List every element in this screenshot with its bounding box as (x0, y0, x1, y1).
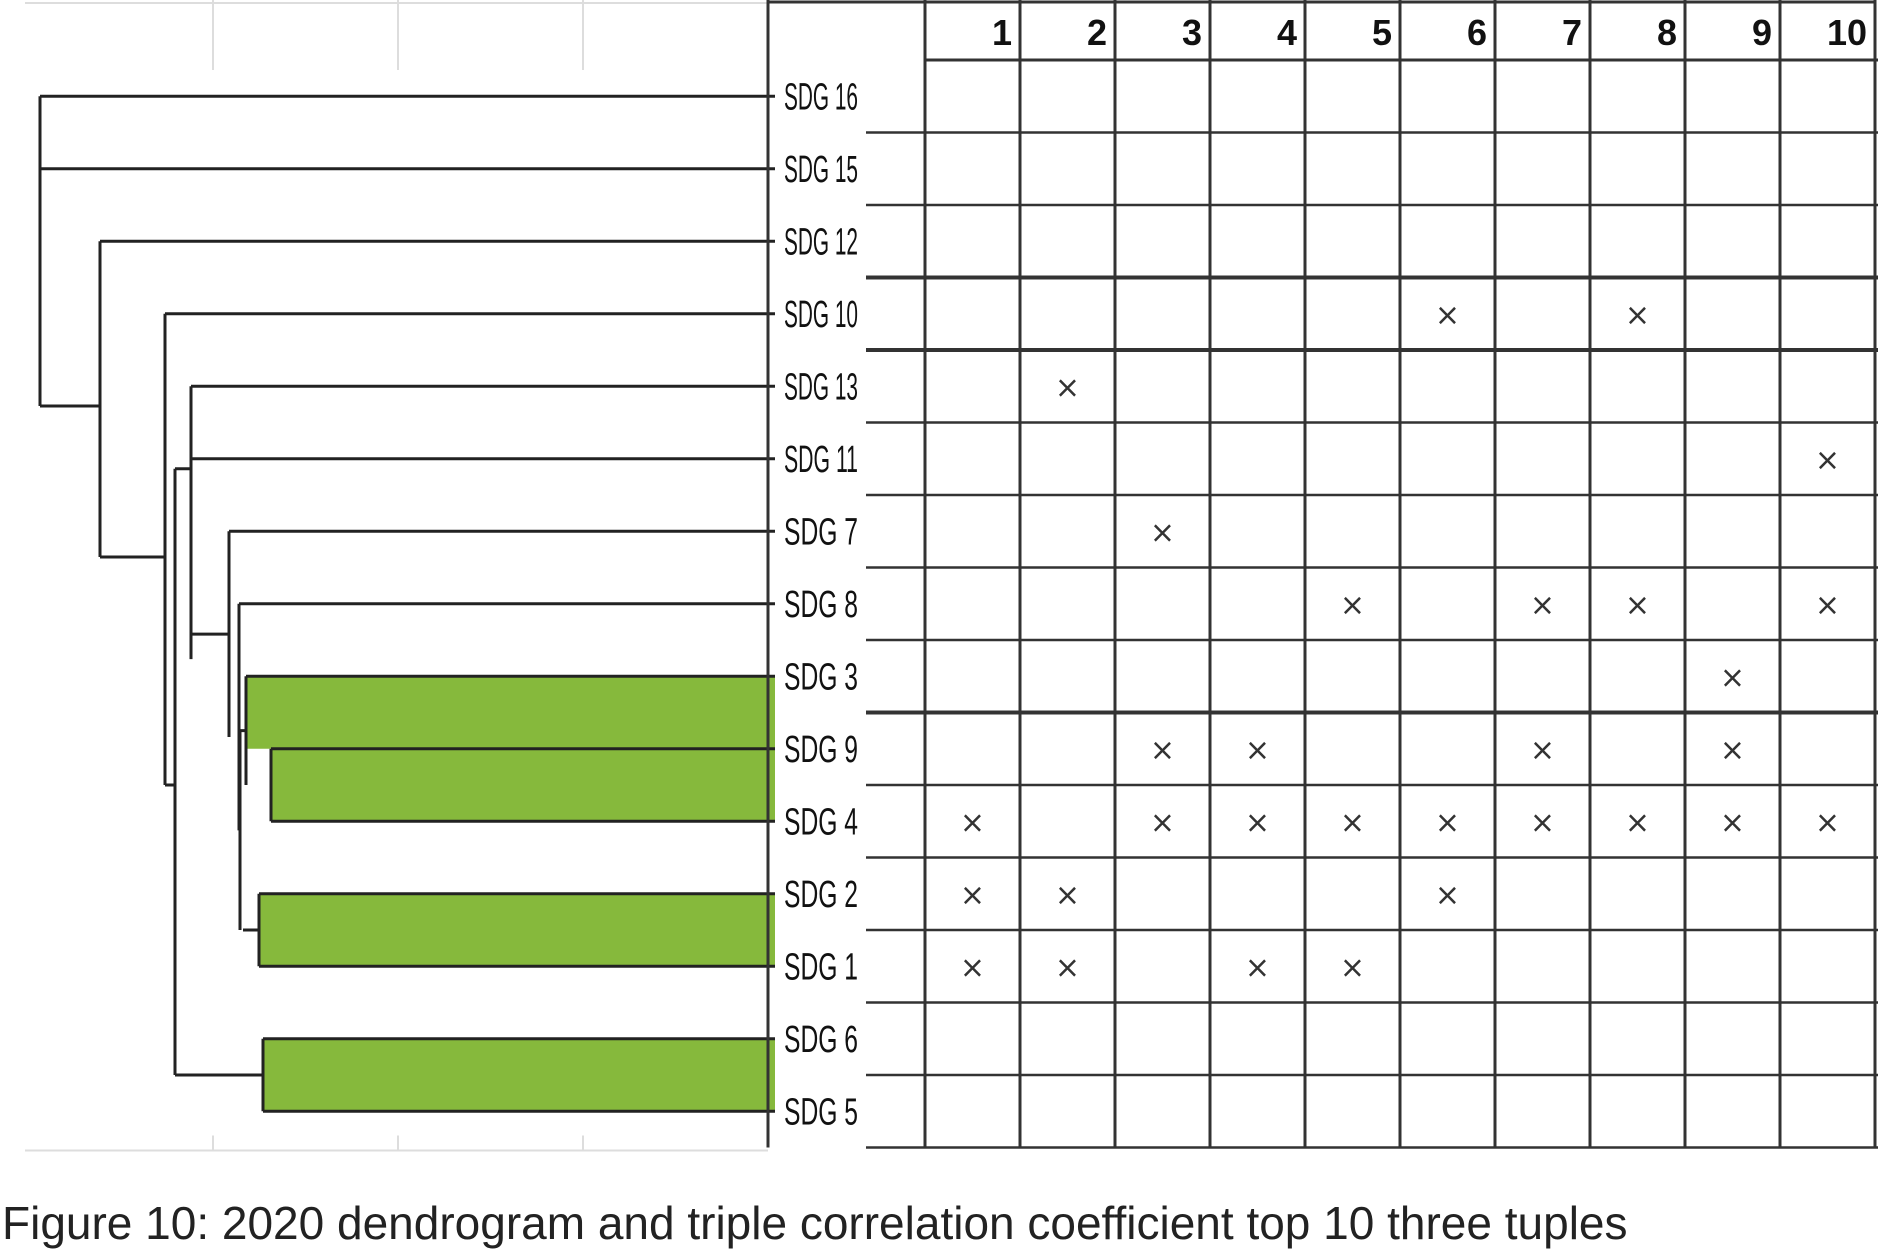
mark-sdg13-col-2: × (1055, 370, 1080, 405)
row-label-sdg2: SDG 2 (784, 874, 858, 916)
mark-sdg4-col-10: × (1815, 805, 1840, 840)
cluster-box-0 (246, 676, 775, 749)
mark-sdg4-col-5: × (1340, 805, 1365, 840)
mark-sdg9-col-3: × (1150, 733, 1175, 768)
cluster-box-2 (259, 893, 775, 967)
row-label-sdg8: SDG 8 (784, 584, 858, 626)
row-label-sdg1: SDG 1 (784, 946, 858, 988)
column-header-5: 5 (1372, 12, 1392, 53)
mark-sdg4-col-6: × (1435, 805, 1460, 840)
row-label-sdg15: SDG 15 (784, 149, 858, 191)
column-header-8: 8 (1657, 12, 1677, 53)
column-headers: 1 2 3 4 5 6 7 8 9 10 (992, 12, 1867, 53)
mark-sdg8-col-8: × (1625, 588, 1650, 623)
row-labels: SDG 16 SDG 15 SDG 12 SDG 10 SDG 13 SDG 11 SDG … (784, 76, 858, 1133)
mark-sdg2-col-2: × (1055, 878, 1080, 913)
table-grid (766, 0, 1878, 1149)
mark-sdg9-col-7: × (1530, 733, 1555, 768)
mark-sdg1-col-1: × (960, 950, 985, 985)
cluster-box-3 (263, 1038, 775, 1112)
row-label-sdg5: SDG 5 (784, 1091, 858, 1133)
mark-sdg2-col-6: × (1435, 878, 1460, 913)
mark-sdg3-col-9: × (1720, 660, 1745, 695)
column-header-10: 10 (1827, 12, 1867, 53)
row-label-sdg13: SDG 13 (784, 366, 858, 408)
mark-sdg9-col-4: × (1245, 733, 1270, 768)
mark-sdg2-col-1: × (960, 878, 985, 913)
mark-sdg10-col-6: × (1435, 298, 1460, 333)
row-label-sdg16: SDG 16 (784, 76, 858, 118)
row-label-sdg9: SDG 9 (784, 729, 858, 771)
row-label-sdg10: SDG 10 (784, 294, 858, 336)
mark-sdg11-col-10: × (1815, 443, 1840, 478)
mark-sdg8-col-5: × (1340, 588, 1365, 623)
table-marks: × × × × × × × × × × × × × × × × × × × × × × × × × × × × × × (960, 298, 1840, 986)
mark-sdg8-col-7: × (1530, 588, 1555, 623)
dendrogram (38, 94, 775, 1113)
mark-sdg1-col-2: × (1055, 950, 1080, 985)
mark-sdg7-col-3: × (1150, 515, 1175, 550)
figure-caption: Figure 10: 2020 dendrogram and triple co… (2, 1197, 1628, 1249)
highlighted-clusters (246, 676, 775, 1112)
column-header-2: 2 (1087, 12, 1107, 53)
row-label-sdg6: SDG 6 (784, 1019, 858, 1061)
column-header-1: 1 (992, 12, 1012, 53)
row-label-sdg11: SDG 11 (784, 439, 858, 481)
column-header-7: 7 (1562, 12, 1582, 53)
mark-sdg8-col-10: × (1815, 588, 1840, 623)
cluster-box-1 (271, 748, 775, 822)
mark-sdg1-col-4: × (1245, 950, 1270, 985)
mark-sdg4-col-3: × (1150, 805, 1175, 840)
mark-sdg9-col-9: × (1720, 733, 1745, 768)
dendrogram-background-grid (25, 0, 768, 1152)
row-label-sdg4: SDG 4 (784, 801, 858, 843)
column-header-6: 6 (1467, 12, 1487, 53)
row-label-sdg7: SDG 7 (784, 511, 858, 553)
row-label-sdg3: SDG 3 (784, 656, 858, 698)
mark-sdg4-col-8: × (1625, 805, 1650, 840)
mark-sdg4-col-7: × (1530, 805, 1555, 840)
mark-sdg4-col-4: × (1245, 805, 1270, 840)
column-header-9: 9 (1752, 12, 1772, 53)
mark-sdg10-col-8: × (1625, 298, 1650, 333)
mark-sdg4-col-9: × (1720, 805, 1745, 840)
column-header-3: 3 (1182, 12, 1202, 53)
column-header-4: 4 (1277, 12, 1297, 53)
row-label-sdg12: SDG 12 (784, 221, 858, 263)
mark-sdg4-col-1: × (960, 805, 985, 840)
mark-sdg1-col-5: × (1340, 950, 1365, 985)
